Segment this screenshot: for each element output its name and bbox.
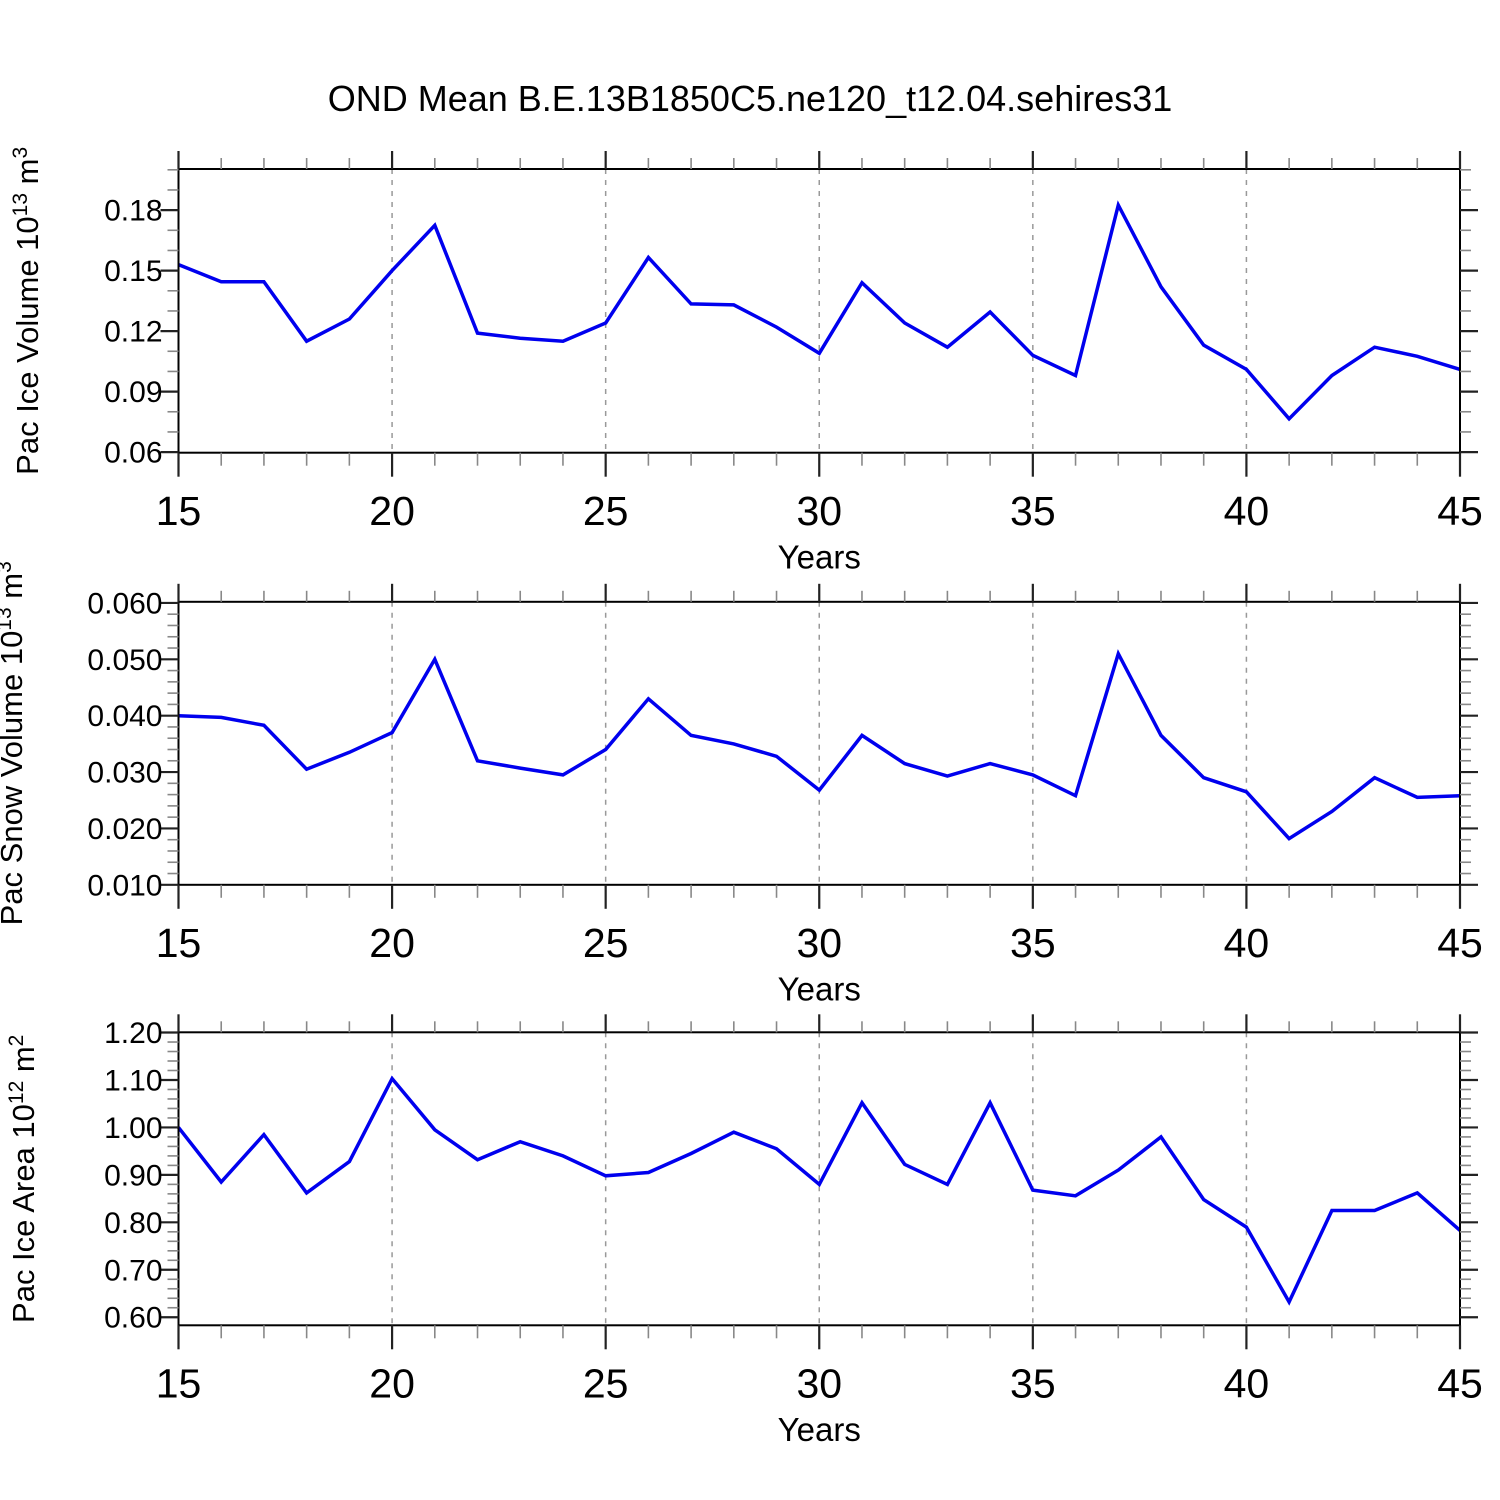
x-axis-title: Years — [778, 1411, 861, 1448]
x-tick-label: 35 — [1010, 488, 1056, 534]
y-tick-label: 0.80 — [104, 1207, 162, 1240]
x-tick-label: 25 — [583, 920, 629, 966]
y-tick-label: 1.00 — [104, 1112, 162, 1145]
x-tick-label: 40 — [1224, 920, 1270, 966]
panel-pac-ice-volume: 0.06 0.09 0.12 0.15 0.18 15 20 25 30 35 40 45 Years P… — [9, 147, 1483, 575]
x-tick-label: 30 — [796, 1361, 842, 1407]
y-tick-label: 0.030 — [87, 757, 162, 790]
x-tick-label: 15 — [156, 488, 202, 534]
x-axis-title: Years — [778, 970, 861, 1007]
y-tick-label: 0.70 — [104, 1254, 162, 1287]
x-tick-label: 45 — [1437, 488, 1483, 534]
x-tick-label: 25 — [583, 1361, 629, 1407]
x-tick-label: 35 — [1010, 1361, 1056, 1407]
x-tick-label: 40 — [1224, 488, 1270, 534]
y-tick-label: 0.15 — [104, 255, 162, 288]
data-line-pac-snow-volume — [178, 649, 1461, 841]
y-axis-title: Pac Snow Volume 1013 m3 — [0, 561, 29, 925]
x-axis-title: Years — [778, 538, 861, 575]
x-tick-label: 30 — [796, 488, 842, 534]
y-tick-label: 1.10 — [104, 1064, 162, 1097]
panel-pac-snow-volume: 0.010 0.020 0.030 0.040 0.050 0.060 15 20 25 30 35… — [0, 561, 1483, 1007]
x-tick-label: 20 — [369, 1361, 415, 1407]
y-tick-label: 1.20 — [104, 1017, 162, 1050]
y-tick-label: 0.060 — [87, 587, 162, 620]
y-tick-label: 0.010 — [87, 869, 162, 902]
panel-pac-ice-area: 0.60 0.70 0.80 0.90 1.00 1.10 1.20 15 20 25 30 35 40… — [5, 1014, 1483, 1448]
data-line-pac-ice-area — [177, 1075, 1462, 1306]
chart-title: OND Mean B.E.13B1850C5.ne120_t12.04.sehi… — [327, 78, 1173, 119]
y-tick-label: 0.050 — [87, 644, 162, 677]
x-tick-label: 20 — [369, 488, 415, 534]
y-tick-label: 0.12 — [104, 316, 162, 349]
y-tick-label: 0.09 — [104, 376, 162, 409]
x-tick-label: 15 — [156, 1361, 202, 1407]
y-tick-label: 0.06 — [104, 437, 162, 470]
y-axis-title: Pac Ice Area 1012 m2 — [5, 1035, 41, 1323]
y-axis-title: Pac Ice Volume 1013 m3 — [9, 147, 45, 475]
x-tick-label: 40 — [1224, 1361, 1270, 1407]
y-tick-label: 0.90 — [104, 1159, 162, 1192]
x-tick-label: 35 — [1010, 920, 1056, 966]
y-tick-label: 0.18 — [104, 195, 162, 228]
x-tick-label: 45 — [1437, 920, 1483, 966]
y-tick-label: 0.60 — [104, 1302, 162, 1335]
x-tick-label: 15 — [156, 920, 202, 966]
data-line-pac-ice-volume — [177, 200, 1461, 422]
y-tick-label: 0.020 — [87, 813, 162, 846]
x-tick-label: 45 — [1437, 1361, 1483, 1407]
plot-box — [177, 168, 1461, 454]
y-tick-label: 0.040 — [87, 700, 162, 733]
x-tick-label: 25 — [583, 488, 629, 534]
x-tick-label: 30 — [796, 920, 842, 966]
x-tick-label: 20 — [369, 920, 415, 966]
